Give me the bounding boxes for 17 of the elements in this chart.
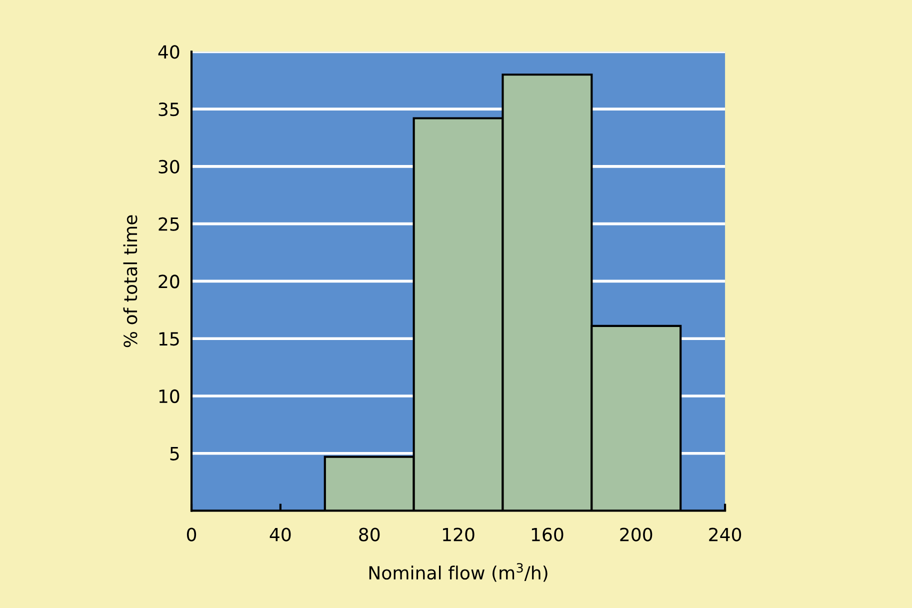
x-tick-label: 120 [443,528,474,542]
x-tick-label: 80 [359,528,380,542]
y-tick-label: 40 [158,45,180,59]
x-tick-label: 240 [709,528,742,542]
y-tick-label: 25 [158,217,179,231]
y-tick-label: 15 [159,332,179,346]
x-tick-label: 200 [620,528,652,542]
y-axis-title: % of total time [123,215,138,348]
y-tick-label: 10 [159,389,180,404]
x-tick-label: 40 [270,528,291,542]
y-tick-label: 35 [158,102,179,116]
y-tick-label: 20 [158,274,180,288]
x-axis-title: Nominal flow (m$^{3}$/h) [369,563,548,582]
x-tick-label: 160 [532,528,564,542]
y-tick-label: 30 [158,160,180,174]
y-tick-label: 5 [170,447,179,460]
x-tick-label: 0 [186,528,196,542]
